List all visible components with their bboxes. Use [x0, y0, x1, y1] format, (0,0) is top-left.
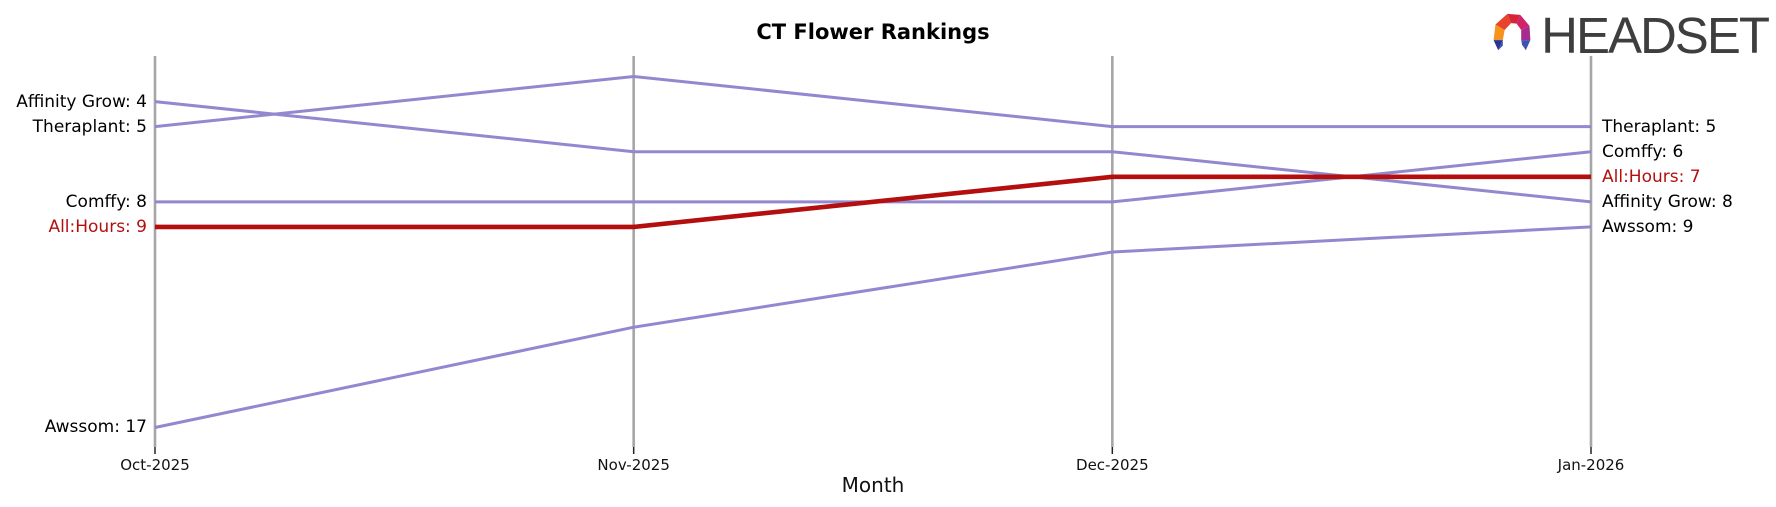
- series-label-left-theraplant: Theraplant: 5: [32, 117, 147, 137]
- x-tick-label-Nov-2025: Nov-2025: [597, 456, 670, 474]
- headset-logo-text: HEADSET: [1541, 7, 1770, 64]
- x-tick-label-Jan-2026: Jan-2026: [1557, 456, 1625, 474]
- month-axis-lines: [153, 56, 1593, 447]
- series-label-right-all-hours: All:Hours: 7: [1602, 167, 1701, 187]
- ranking-series-lines: [154, 74, 1592, 429]
- series-label-right-comffy: Comffy: 6: [1602, 142, 1684, 162]
- series-line-all-hours: [155, 174, 1591, 230]
- series-label-left-all-hours: All:Hours: 9: [48, 217, 147, 237]
- series-line-awssom: [154, 225, 1592, 429]
- headset-logo: HEADSET: [1489, 7, 1770, 64]
- series-label-right-theraplant: Theraplant: 5: [1602, 117, 1717, 137]
- series-label-right-affinity-grow: Affinity Grow: 8: [1602, 192, 1733, 212]
- axis-tick-marks: [154, 447, 1592, 454]
- series-label-left-affinity-grow: Affinity Grow: 4: [16, 92, 147, 112]
- series-label-right-awssom: Awssom: 9: [1602, 217, 1694, 237]
- x-axis-title: Month: [841, 473, 905, 497]
- headset-logo-icon: [1493, 13, 1531, 51]
- series-label-left-comffy: Comffy: 8: [65, 192, 147, 212]
- chart-title: CT Flower Rankings: [756, 20, 990, 44]
- series-label-left-awssom: Awssom: 17: [44, 417, 147, 437]
- series-line-affinity-grow: [154, 100, 1592, 204]
- x-tick-label-Oct-2025: Oct-2025: [120, 456, 190, 474]
- series-line-theraplant: [154, 74, 1591, 129]
- x-tick-label-Dec-2025: Dec-2025: [1076, 456, 1149, 474]
